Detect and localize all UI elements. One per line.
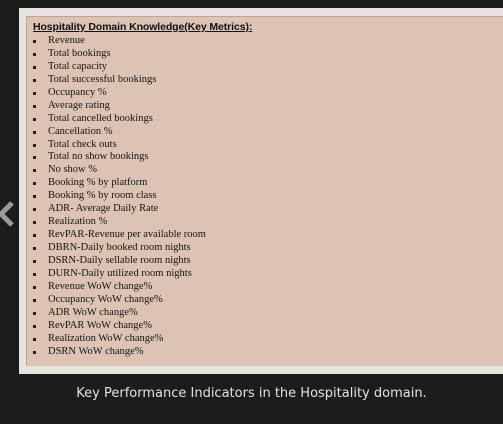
bullet-icon — [33, 78, 36, 82]
bullet-icon — [33, 104, 36, 108]
metric-list-item: Booking % by platform — [33, 177, 206, 190]
metric-label: Total check outs — [48, 138, 117, 150]
metric-list-item: Total successful bookings — [33, 74, 206, 87]
metric-label: Total capacity — [48, 60, 108, 72]
bullet-icon — [33, 208, 36, 212]
metric-label: Occupancy WoW change% — [48, 293, 163, 305]
document-panel: Hospitality Domain Knowledge(Key Metrics… — [26, 16, 503, 366]
metric-label: Occupancy % — [48, 86, 107, 98]
metric-list-item: Realization WoW change% — [33, 333, 206, 346]
metric-label: Total cancelled bookings — [48, 112, 153, 124]
bullet-icon — [33, 259, 36, 263]
metric-label: ADR WoW change% — [48, 306, 138, 318]
metric-list-item: Occupancy WoW change% — [33, 294, 206, 307]
metric-list-item: Revenue WoW change% — [33, 281, 206, 294]
metric-label: Booking % by room class — [48, 190, 157, 202]
bullet-icon — [33, 65, 36, 69]
bullet-icon — [33, 143, 36, 147]
bullet-icon — [33, 350, 36, 354]
metric-label: Realization % — [48, 216, 108, 228]
metric-label: DSRN WoW change% — [48, 345, 144, 357]
metric-list-item: Cancellation % — [33, 126, 206, 139]
bullet-icon — [33, 234, 36, 238]
metric-list-item: No show % — [33, 164, 206, 177]
metric-label: DURN-Daily utilized room nights — [48, 267, 192, 279]
metric-label: Total no show bookings — [48, 151, 149, 163]
metric-label: Realization WoW change% — [48, 332, 164, 344]
metric-list-item: Booking % by room class — [33, 190, 206, 203]
metric-label: DSRN-Daily sellable room nights — [48, 254, 191, 266]
bullet-icon — [33, 247, 36, 250]
metric-label: Revenue WoW change% — [48, 280, 153, 292]
metric-label: RevPAR WoW change% — [48, 319, 152, 331]
metric-list-item: Total no show bookings — [33, 151, 206, 164]
image-caption: Key Performance Indicators in the Hospit… — [76, 386, 427, 401]
metric-list-item: RevPAR-Revenue per available room — [33, 229, 206, 242]
chevron-left-icon[interactable] — [0, 201, 14, 227]
bullet-icon — [33, 52, 36, 56]
metric-list-item: DBRN-Daily booked room nights — [33, 242, 206, 255]
metric-label: No show % — [48, 164, 97, 176]
bullet-icon — [33, 298, 36, 302]
metric-list-item: ADR WoW change% — [33, 307, 206, 320]
bullet-icon — [33, 169, 36, 173]
metric-list-item: DURN-Daily utilized room nights — [33, 268, 206, 281]
metric-list-item: Total bookings — [33, 48, 206, 61]
metric-list-item: DSRN WoW change% — [33, 346, 206, 359]
metric-label: Booking % by platform — [48, 177, 148, 189]
metric-list-item: Total cancelled bookings — [33, 113, 206, 126]
metric-list-item: Total check outs — [33, 139, 206, 152]
metric-list: Revenue Total bookings Total capacity Total… — [33, 35, 206, 358]
metric-label: ADR- Average Daily Rate — [48, 203, 159, 215]
bullet-icon — [33, 156, 36, 160]
bullet-icon — [33, 272, 36, 276]
metric-list-item: Revenue — [33, 35, 206, 48]
bullet-icon — [33, 324, 36, 328]
bullet-icon — [33, 130, 36, 134]
bullet-icon — [33, 117, 36, 121]
bullet-icon — [33, 221, 36, 225]
bullet-icon — [33, 182, 36, 186]
bullet-icon — [33, 40, 36, 43]
metric-list-item: Realization % — [33, 216, 206, 229]
metric-label: DBRN-Daily booked room nights — [48, 242, 191, 253]
bullet-icon — [33, 91, 36, 95]
metric-label: Total successful bookings — [48, 73, 157, 85]
metric-list-item: Average rating — [33, 100, 206, 113]
bullet-icon — [33, 195, 36, 199]
metric-label: Cancellation % — [48, 125, 113, 137]
metric-label: Average rating — [48, 99, 110, 111]
metric-list-item: ADR- Average Daily Rate — [33, 203, 206, 216]
metric-label: RevPAR-Revenue per available room — [48, 229, 206, 241]
bullet-icon — [33, 337, 36, 341]
document-title: Hospitality Domain Knowledge(Key Metrics… — [33, 21, 253, 33]
bullet-icon — [33, 311, 36, 315]
metric-label: Total bookings — [48, 47, 111, 59]
bullet-icon — [33, 285, 36, 289]
metric-list-item: DSRN-Daily sellable room nights — [33, 255, 206, 268]
metric-list-item: Occupancy % — [33, 87, 206, 100]
metric-label: Revenue — [48, 35, 85, 46]
metric-list-item: RevPAR WoW change% — [33, 320, 206, 333]
metric-list-item: Total capacity — [33, 61, 206, 74]
